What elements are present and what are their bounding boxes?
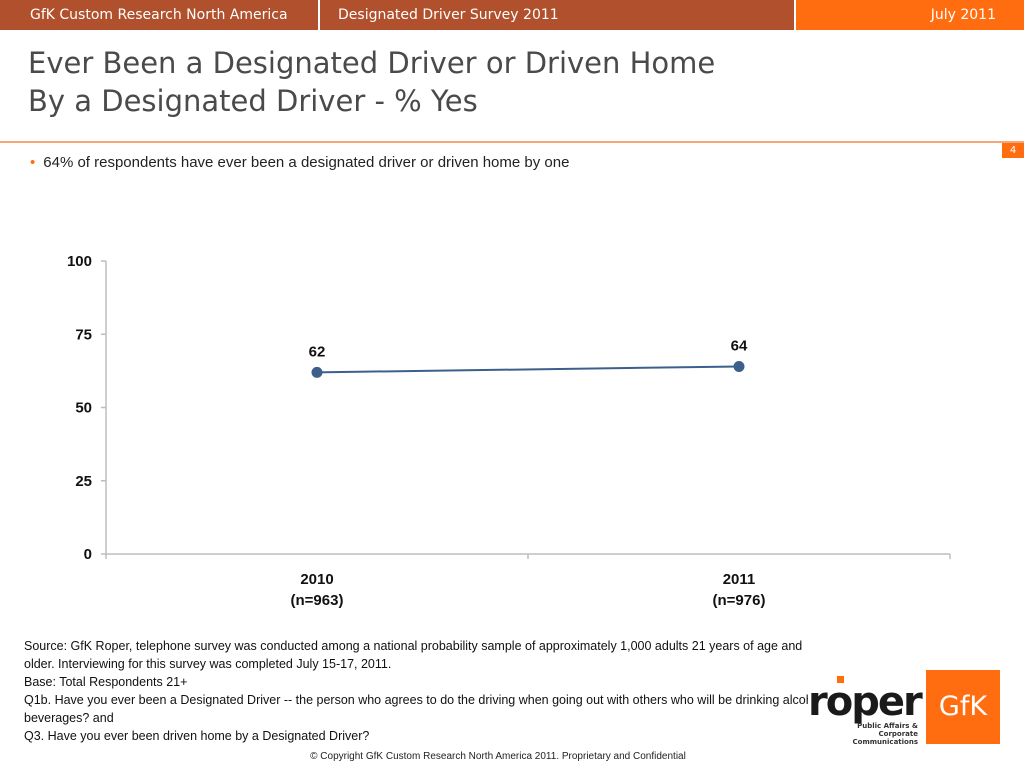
data-point	[733, 360, 745, 372]
title-divider	[0, 141, 1024, 143]
page-number: 4	[1002, 143, 1024, 158]
data-label: 62	[309, 343, 326, 360]
roper-logo-dot	[837, 676, 844, 683]
y-tick-label: 0	[84, 546, 92, 563]
question-q3: Q3. Have you ever been driven home by a …	[24, 729, 370, 743]
header-date: July 2011	[794, 0, 1024, 30]
roper-logo-wordmark: roper	[808, 679, 923, 725]
roper-logo-tagline: Public Affairs & Corporate Communication…	[852, 722, 918, 746]
key-finding-text: 64% of respondents have ever been a desi…	[43, 154, 570, 171]
bullet-icon: •	[30, 154, 36, 171]
footnotes: Source: GfK Roper, telephone survey was …	[24, 637, 824, 745]
y-tick-label: 75	[75, 326, 92, 343]
y-tick-label: 50	[75, 400, 92, 417]
line-chart: 0 25 50 75 100 2010 (n=963) 2011 (n=976) 62 64	[67, 253, 951, 609]
gfk-logo: GfK	[926, 670, 1000, 744]
title-line-1: Ever Been a Designated Driver or Driven …	[28, 46, 716, 80]
y-tick-label: 100	[67, 253, 92, 270]
key-finding: • 64% of respondents have ever been a des…	[30, 154, 569, 171]
question-q1b: Q1b. Have you ever been a Designated Dri…	[24, 693, 823, 725]
header-org: GfK Custom Research North America	[0, 0, 318, 30]
header-bar: GfK Custom Research North America Design…	[0, 0, 1024, 30]
data-label: 64	[731, 337, 748, 354]
x-tick-label: 2011 (n=976)	[713, 571, 766, 609]
y-tick-label: 25	[75, 473, 92, 490]
x-tick-label: 2010 (n=963)	[291, 571, 344, 609]
source-note: Source: GfK Roper, telephone survey was …	[24, 639, 803, 671]
header-survey-title: Designated Driver Survey 2011	[318, 0, 794, 30]
roper-logo: roper Public Affairs & Corporate Communi…	[808, 676, 923, 746]
series-line	[316, 365, 740, 374]
data-point	[311, 366, 323, 378]
base-note: Base: Total Respondents 21+	[24, 675, 188, 689]
title-line-2: By a Designated Driver - % Yes	[28, 84, 478, 118]
copyright: © Copyright GfK Custom Research North Am…	[310, 751, 686, 762]
page-title: Ever Been a Designated Driver or Driven …	[28, 44, 715, 120]
